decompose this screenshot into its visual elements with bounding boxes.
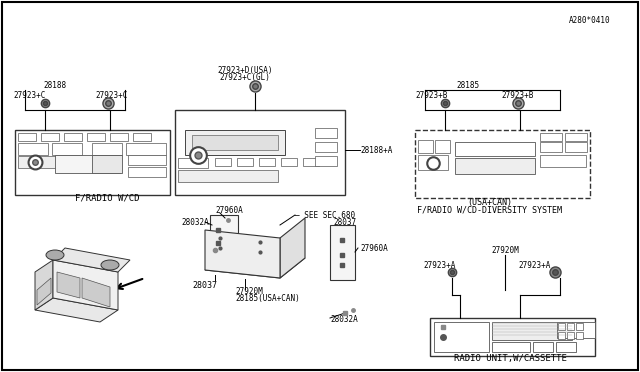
Bar [435, 140, 450, 153]
Text: 28185(USA+CAN): 28185(USA+CAN) [235, 294, 300, 302]
Text: 27920M: 27920M [491, 246, 519, 254]
Polygon shape [57, 272, 80, 298]
Bar [315, 142, 337, 152]
Bar [128, 167, 166, 177]
Bar [315, 156, 337, 166]
Bar [126, 143, 166, 155]
Bar [92, 143, 122, 155]
Text: 27923+C: 27923+C [14, 90, 46, 99]
Bar [330, 225, 355, 280]
Bar [576, 332, 583, 339]
Text: 28037: 28037 [193, 280, 218, 289]
Text: 27960A: 27960A [360, 244, 388, 253]
Bar [455, 158, 535, 174]
Bar [434, 322, 489, 352]
Bar [540, 142, 562, 152]
Polygon shape [35, 260, 53, 310]
Bar [92, 155, 122, 173]
Text: 28032A: 28032A [181, 218, 209, 227]
Bar [557, 322, 595, 338]
Bar [175, 110, 345, 195]
Polygon shape [53, 248, 130, 272]
Bar [178, 170, 278, 182]
Polygon shape [280, 218, 305, 278]
Polygon shape [53, 260, 118, 310]
Bar [128, 155, 166, 165]
Text: 27920M: 27920M [235, 286, 263, 295]
Bar [565, 142, 587, 152]
Bar [430, 318, 595, 356]
Bar [15, 130, 170, 195]
Bar [540, 155, 586, 167]
Text: A280*0410: A280*0410 [569, 16, 611, 25]
Bar [55, 155, 120, 173]
Text: 27960A: 27960A [215, 205, 243, 215]
Text: 28185: 28185 [456, 80, 479, 90]
Bar [558, 323, 565, 330]
Text: 27923+A: 27923+A [519, 260, 551, 269]
Bar [210, 215, 238, 255]
Bar [558, 332, 565, 339]
Ellipse shape [46, 250, 64, 260]
Text: F/RADIO W/CD-DIVERSITY SYSTEM: F/RADIO W/CD-DIVERSITY SYSTEM [417, 205, 563, 215]
Bar [18, 133, 36, 141]
Ellipse shape [101, 260, 119, 270]
Bar [18, 156, 88, 168]
Polygon shape [205, 230, 280, 278]
Bar [567, 332, 574, 339]
Bar [52, 143, 82, 155]
Bar [418, 140, 433, 153]
Text: 27923+C(GL): 27923+C(GL) [220, 73, 271, 81]
Bar [192, 135, 278, 150]
Bar [533, 342, 553, 352]
Bar [303, 158, 319, 166]
Bar [110, 133, 128, 141]
Bar [281, 158, 297, 166]
Polygon shape [37, 278, 51, 305]
Bar [237, 158, 253, 166]
Bar [178, 158, 208, 168]
Bar [185, 130, 285, 155]
Bar [540, 133, 562, 141]
Text: 27923+B: 27923+B [502, 90, 534, 99]
Bar [415, 130, 590, 198]
Text: 27923+B: 27923+B [416, 90, 448, 99]
Polygon shape [82, 278, 110, 307]
Bar [41, 133, 59, 141]
Polygon shape [205, 250, 305, 278]
Bar [87, 133, 105, 141]
Bar [492, 342, 530, 352]
Bar [492, 322, 572, 340]
Bar [215, 158, 231, 166]
Bar [18, 143, 48, 155]
Bar [64, 133, 82, 141]
Text: F/RADIO W/CD: F/RADIO W/CD [75, 193, 140, 202]
Text: — SEE SEC.680: — SEE SEC.680 [295, 211, 355, 219]
Text: RADIO UNIT,W/CASSETTE: RADIO UNIT,W/CASSETTE [454, 353, 566, 362]
Bar [556, 342, 576, 352]
Text: 28188: 28188 [44, 80, 67, 90]
Text: 28188+A: 28188+A [360, 145, 392, 154]
Text: (USA+CAN): (USA+CAN) [467, 198, 513, 206]
Bar [259, 158, 275, 166]
Bar [576, 323, 583, 330]
Text: 27923+C: 27923+C [96, 90, 128, 99]
Text: 28032A: 28032A [330, 315, 358, 324]
Text: 28037: 28037 [333, 218, 356, 227]
Polygon shape [35, 298, 118, 322]
Bar [315, 128, 337, 138]
Bar [565, 133, 587, 141]
Bar [455, 142, 535, 156]
Text: 27923+A: 27923+A [424, 260, 456, 269]
Bar [567, 323, 574, 330]
Text: 27923+D(USA): 27923+D(USA) [217, 65, 273, 74]
Bar [133, 133, 151, 141]
Bar [418, 155, 448, 170]
